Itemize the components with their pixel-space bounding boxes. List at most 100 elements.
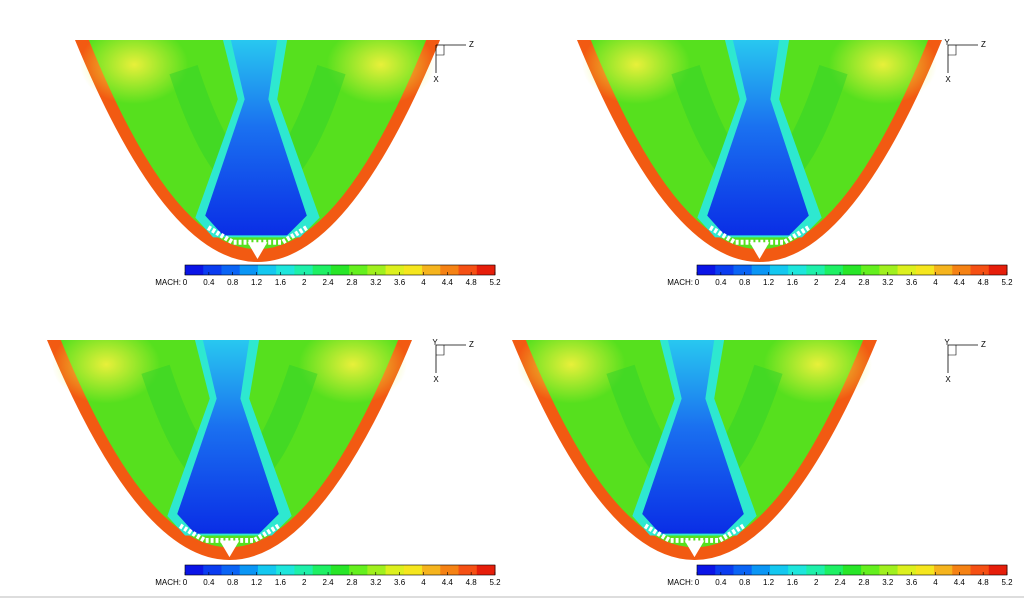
colorbar-tick-label: 3.2 xyxy=(882,578,894,587)
colorbar-tick-label: 4.4 xyxy=(442,578,454,587)
colorbar-tick-label: 3.2 xyxy=(370,578,382,587)
colorbar-band xyxy=(915,265,935,275)
colorbar-tick-label: 1.6 xyxy=(275,578,287,587)
colorbar-band xyxy=(806,265,826,275)
colorbar-tick-label: 0.8 xyxy=(739,278,751,287)
triad-label: X xyxy=(945,375,951,384)
colorbar-band xyxy=(842,565,862,575)
colorbar-band xyxy=(715,565,734,575)
colorbar-band xyxy=(458,265,478,275)
triad-label: Z xyxy=(469,40,474,49)
colorbar-band xyxy=(349,565,368,575)
triad-label: Y xyxy=(432,338,438,347)
colorbar-tick-label: 1.2 xyxy=(763,278,775,287)
colorbar-band xyxy=(788,265,807,275)
colorbar-band xyxy=(952,265,972,275)
colorbar-band xyxy=(697,565,716,575)
triad-label: Z xyxy=(981,40,986,49)
colorbar-band xyxy=(861,565,880,575)
colorbar-band xyxy=(440,265,460,275)
colorbar-band xyxy=(203,565,222,575)
colorbar-band xyxy=(403,565,423,575)
colorbar-band xyxy=(330,565,350,575)
colorbar-band xyxy=(842,265,862,275)
colorbar-band xyxy=(294,265,314,275)
colorbar-frame xyxy=(184,264,496,276)
colorbar-band xyxy=(276,265,295,275)
mach-field xyxy=(75,25,440,262)
colorbar-tick-label: 2 xyxy=(814,578,819,587)
mach-field xyxy=(47,325,412,560)
colorbar-band xyxy=(970,265,990,275)
colorbar-tick-label: 4 xyxy=(421,278,426,287)
colorbar-band xyxy=(422,565,441,575)
colorbar-tick-label: 2.4 xyxy=(835,278,847,287)
colorbar-tick-label: 3.6 xyxy=(394,278,406,287)
colorbar-band xyxy=(203,265,222,275)
colorbar-band xyxy=(715,265,734,275)
triad-label: X xyxy=(945,75,951,84)
colorbar-tick-label: 4.8 xyxy=(466,578,478,587)
colorbar-tick-label: 4 xyxy=(933,278,938,287)
colorbar-band xyxy=(294,565,314,575)
colorbar-band xyxy=(239,265,259,275)
colorbar-band xyxy=(769,265,789,275)
colorbar-band xyxy=(476,265,496,275)
colorbar-tick-label: 4.8 xyxy=(978,278,990,287)
colorbar-tick-label: 0 xyxy=(183,278,188,287)
colorbar-tick-label: 5.2 xyxy=(1001,578,1013,587)
colorbar-tick-label: 0 xyxy=(695,278,700,287)
colorbar-tick-label: 5.2 xyxy=(1001,278,1013,287)
colorbar-tick-label: 2 xyxy=(302,578,307,587)
colorbar-tick-label: 2.4 xyxy=(323,578,335,587)
triad-label: Z xyxy=(981,340,986,349)
colorbar-tick-label: 4.4 xyxy=(954,278,966,287)
colorbar-tick-label: 0.4 xyxy=(203,278,215,287)
colorbar-band xyxy=(806,565,826,575)
mach-field xyxy=(512,325,877,560)
triad-box xyxy=(948,345,957,356)
colorbar-band xyxy=(257,265,277,275)
colorbar-band xyxy=(458,565,478,575)
colorbar-band xyxy=(915,565,935,575)
colorbar-label: MACH: xyxy=(667,578,693,587)
colorbar-tick-label: 0.4 xyxy=(715,578,727,587)
colorbar-band xyxy=(970,565,990,575)
colorbar-tick-label: 4 xyxy=(421,578,426,587)
colorbar-band xyxy=(824,565,844,575)
colorbar-band xyxy=(185,265,204,275)
colorbar-tick-label: 2 xyxy=(302,278,307,287)
colorbar-tick-label: 3.6 xyxy=(906,278,918,287)
colorbar-band xyxy=(312,565,332,575)
triad-label: Y xyxy=(944,338,950,347)
colorbar-band xyxy=(897,565,917,575)
colorbar-tick-label: 1.2 xyxy=(251,278,263,287)
colorbar-band xyxy=(422,265,441,275)
colorbar-label: MACH: xyxy=(155,578,181,587)
colorbar-band xyxy=(824,265,844,275)
colorbar-tick-label: 2.8 xyxy=(346,278,358,287)
colorbar-band xyxy=(934,265,953,275)
colorbar-tick-label: 0.8 xyxy=(227,278,239,287)
colorbar-band xyxy=(221,565,241,575)
colorbar-tick-label: 5.2 xyxy=(489,578,501,587)
colorbar-band xyxy=(733,565,753,575)
colorbar-tick-label: 0 xyxy=(695,578,700,587)
colorbar-band xyxy=(988,565,1008,575)
colorbar-band xyxy=(476,565,496,575)
colorbar-tick-label: 2.8 xyxy=(858,578,870,587)
colorbar-tick-label: 2.8 xyxy=(858,278,870,287)
colorbar-frame xyxy=(696,564,1008,576)
colorbar-band xyxy=(733,265,753,275)
colorbar-band xyxy=(221,265,241,275)
colorbar-band xyxy=(861,265,880,275)
colorbar-band xyxy=(367,265,387,275)
colorbar-tick-label: 1.6 xyxy=(275,278,287,287)
colorbar-tick-label: 0.4 xyxy=(203,578,215,587)
colorbar-band xyxy=(934,565,953,575)
colorbar-band xyxy=(349,265,368,275)
triad-label: X xyxy=(433,375,439,384)
colorbar-label: MACH: xyxy=(667,278,693,287)
